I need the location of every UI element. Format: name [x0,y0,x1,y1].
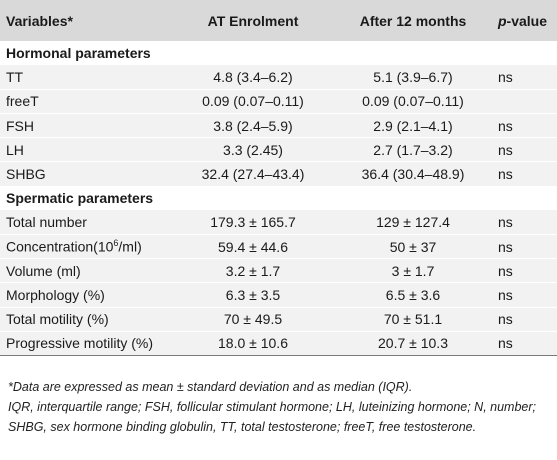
header-p-letter: p [497,12,507,29]
cell-at-enrolment: 3.8 (2.4–5.9) [213,117,293,134]
cell-variable: freeT [6,93,39,110]
cell-after-12-months: 0.09 (0.07–0.11) [362,93,464,110]
cell-at-enrolment: 0.09 (0.07–0.11) [202,93,304,110]
section-row-hormonal: Hormonal parameters [0,41,557,66]
table-header-row: Variables* AT Enrolment After 12 months … [0,0,557,41]
header-p-suffix: -value [506,12,548,29]
cell-at-enrolment: 59.4 ± 44.6 [218,238,288,255]
cell-variable-exponent: 6 [113,238,119,249]
table-row: Progressive motility (%) 18.0 ± 10.6 20.… [0,331,557,356]
cell-variable: Progressive motility (%) [6,335,154,352]
cell-after-12-months: 5.1 (3.9–6.7) [373,69,453,86]
header-variables: Variables* [6,12,73,29]
cell-variable: Concentration(106/ml) [0,235,168,259]
cell-after-12-months: 2.7 (1.7–3.2) [373,141,453,158]
cell-p-value: ns [498,286,513,303]
cell-variable: Volume (ml) [6,262,81,279]
section-title-spermatic: Spermatic parameters [6,190,154,207]
cell-variable: Total motility (%) [6,311,109,328]
cell-p-value: ns [498,238,513,255]
cell-after-12-months: 50 ± 37 [389,238,437,255]
cell-after-12-months: 3 ± 1.7 [391,262,435,279]
cell-variable: TT [6,69,24,86]
cell-after-12-months: 70 ± 51.1 [383,311,443,328]
cell-at-enrolment: 4.8 (3.4–6.2) [213,69,293,86]
cell-at-enrolment: 32.4 (27.4–43.4) [201,166,305,183]
cell-p-value: ns [498,311,513,328]
cell-at-enrolment: 3.3 (2.45) [223,141,283,158]
cell-after-12-months: 2.9 (2.1–4.1) [373,117,453,134]
cell-variable: LH [6,141,24,158]
cell-variable: FSH [6,117,34,134]
cell-variable: Total number [6,214,87,231]
table-row: Total number 179.3 ± 165.7 129 ± 127.4 n… [0,210,557,235]
cell-variable-suffix: /ml) [118,238,142,255]
header-at-enrolment: AT Enrolment [207,12,299,29]
table-row: Total motility (%) 70 ± 49.5 70 ± 51.1 n… [0,307,557,332]
cell-p-value: ns [498,262,513,279]
cell-p-value: ns [498,166,513,183]
cell-p-value: ns [498,69,513,86]
cell-after-12-months: 36.4 (30.4–48.9) [361,166,465,183]
table-row: FSH 3.8 (2.4–5.9) 2.9 (2.1–4.1) ns [0,113,557,138]
cell-at-enrolment: 18.0 ± 10.6 [218,335,288,352]
cell-after-12-months: 20.7 ± 10.3 [378,335,448,352]
cell-p-value: ns [498,214,513,231]
section-row-spermatic: Spermatic parameters [0,186,557,211]
cell-after-12-months: 6.5 ± 3.6 [385,286,441,303]
data-table: Variables* AT Enrolment After 12 months … [0,0,557,356]
header-after-12-months: After 12 months [359,12,467,29]
data-table-container: Variables* AT Enrolment After 12 months … [0,0,557,356]
table-row: Morphology (%) 6.3 ± 3.5 6.5 ± 3.6 ns [0,282,557,308]
cell-at-enrolment: 70 ± 49.5 [223,311,283,328]
cell-after-12-months: 129 ± 127.4 [376,214,450,231]
cell-variable: SHBG [6,166,46,183]
cell-p-value: ns [498,335,513,352]
cell-at-enrolment: 3.2 ± 1.7 [225,262,281,279]
table-row: SHBG 32.4 (27.4–43.4) 36.4 (30.4–48.9) n… [0,161,557,187]
header-p-value: p-value [488,0,557,41]
cell-at-enrolment: 6.3 ± 3.5 [225,286,281,303]
section-title-hormonal: Hormonal parameters [6,45,151,62]
footnote-line-1: *Data are expressed as mean ± standard d… [8,380,413,394]
cell-p-value [488,89,557,113]
cell-p-value: ns [498,141,513,158]
table-row: freeT 0.09 (0.07–0.11) 0.09 (0.07–0.11) [0,89,557,114]
footnote-line-2: IQR, interquartile range; FSH, follicula… [8,400,537,434]
table-row: LH 3.3 (2.45) 2.7 (1.7–3.2) ns [0,137,557,162]
table-row: Volume (ml) 3.2 ± 1.7 3 ± 1.7 ns [0,258,557,283]
table-footnote: *Data are expressed as mean ± standard d… [8,377,553,437]
cell-variable-prefix: Concentration(10 [6,238,114,255]
table-row: TT 4.8 (3.4–6.2) 5.1 (3.9–6.7) ns [0,65,557,90]
cell-at-enrolment: 179.3 ± 165.7 [210,214,296,231]
cell-p-value: ns [498,117,513,134]
cell-variable: Morphology (%) [6,286,105,303]
table-row: Concentration(106/ml) 59.4 ± 44.6 50 ± 3… [0,234,557,259]
